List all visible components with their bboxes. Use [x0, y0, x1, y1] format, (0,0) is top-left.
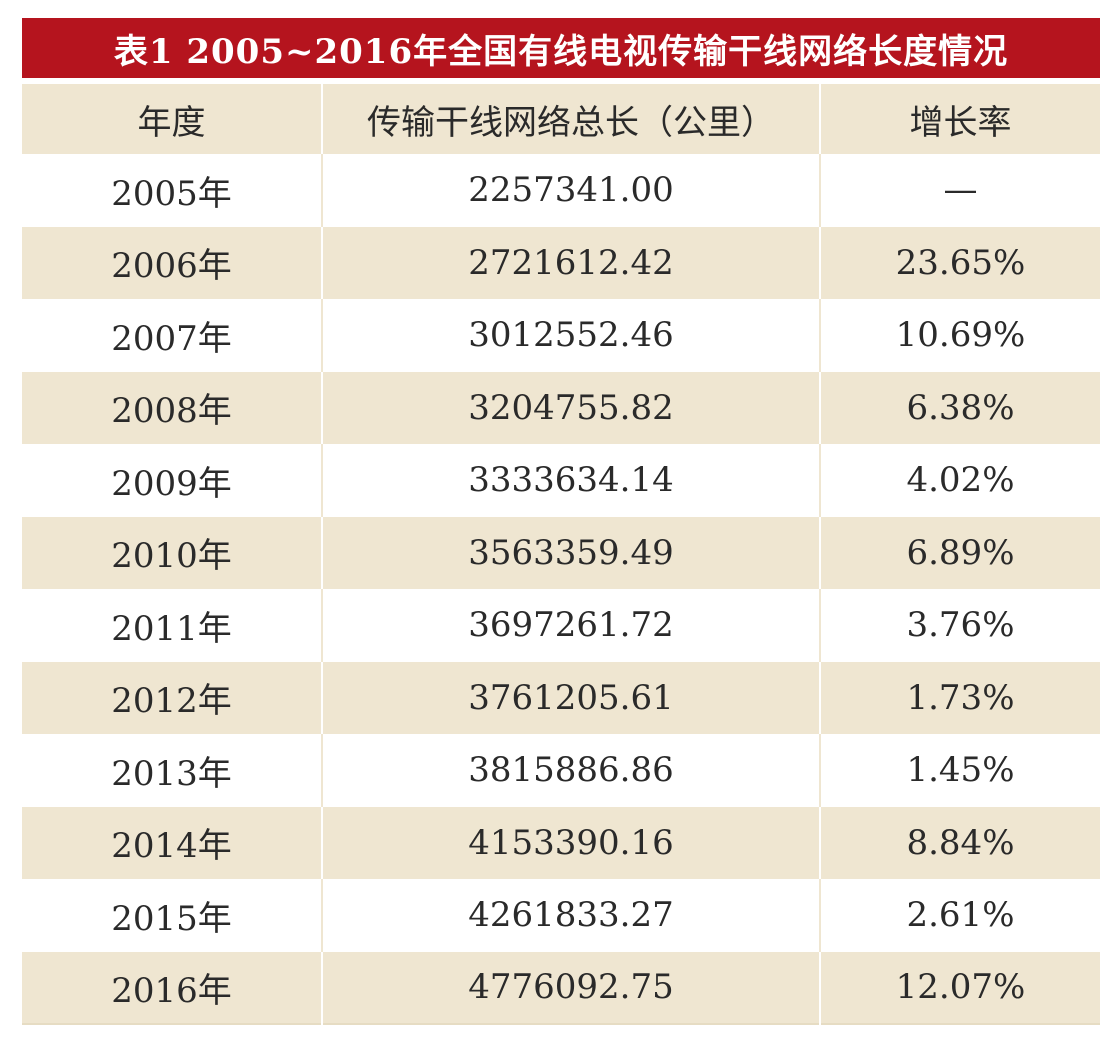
table-row: 2015年 4261833.27 2.61%	[22, 879, 1100, 952]
cell-total-length: 3761205.61	[322, 661, 821, 734]
cell-total-length: 4261833.27	[322, 879, 821, 952]
cell-total-length: 4153390.16	[322, 806, 821, 879]
table-body: 2005年 2257341.00—2006年 2721612.42 23.65% 200…	[22, 154, 1100, 1024]
table-row: 2014年 4153390.16 8.84%	[22, 806, 1100, 879]
cell-total-length: 3333634.14	[322, 444, 821, 517]
table-header: 年度 传输干线网络总长（公里） 增长率	[22, 84, 1100, 154]
table-title: 表1 2005~2016年全国有线电视传输干线网络长度情况	[22, 18, 1100, 78]
table-row: 2009年 3333634.14 4.02%	[22, 444, 1100, 517]
cell-year: 2005年	[22, 154, 323, 227]
cell-total-length: 4776092.75	[322, 951, 821, 1024]
table-row: 2008年 3204755.82 6.38%	[22, 371, 1100, 444]
cell-total-length: 3563359.49	[322, 516, 821, 589]
cell-growth-rate: 6.89%	[906, 532, 1015, 573]
header-growth-rate: 增长率	[909, 102, 1012, 143]
cell-year: 2014年	[22, 806, 323, 879]
cell-year: 2015年	[22, 879, 323, 952]
table-row: 2006年 2721612.42 23.65%	[22, 226, 1100, 299]
cell-total-length: 2257341.00	[322, 154, 821, 227]
cell-year: 2009年	[22, 444, 323, 517]
cell-total-length: 3815886.86	[322, 734, 821, 807]
table-row: 2007年 3012552.46 10.69%	[22, 299, 1100, 372]
table-row: 2012年 3761205.61 1.73%	[22, 661, 1100, 734]
cell-year: 2007年	[22, 299, 323, 372]
table-row: 2016年 4776092.75 12.07%	[22, 951, 1100, 1024]
table-row: 2013年 3815886.86 1.45%	[22, 734, 1100, 807]
cell-year: 2012年	[22, 661, 323, 734]
cell-growth-rate: 2.61%	[906, 895, 1015, 936]
table-container: 表1 2005~2016年全国有线电视传输干线网络长度情况 年度 传输干线网络总…	[22, 18, 1100, 1025]
cell-year: 2011年	[22, 589, 323, 662]
cell-year: 2006年	[22, 226, 323, 299]
cell-total-length: 3204755.82	[322, 371, 821, 444]
table-row: 2010年 3563359.49 6.89%	[22, 516, 1100, 589]
cell-year: 2010年	[22, 516, 323, 589]
cell-growth-rate: 3.76%	[906, 605, 1015, 646]
cell-total-length: 2721612.42	[322, 226, 821, 299]
cell-year: 2013年	[22, 734, 323, 807]
cell-total-length: 3012552.46	[322, 299, 821, 372]
header-year: 年度	[22, 84, 323, 154]
data-table: 年度 传输干线网络总长（公里） 增长率 2005年 2257341.00 — 2006…	[22, 84, 1100, 1025]
cell-growth-rate: 12.07%	[895, 967, 1026, 1008]
cell-growth-rate: 4.02%	[906, 460, 1015, 501]
cell-growth-rate: 1.73%	[906, 677, 1015, 718]
cell-growth-rate: 10.69%	[895, 315, 1026, 356]
cell-growth-rate: 6.38%	[906, 387, 1015, 428]
cell-growth-rate: 23.65%	[895, 242, 1026, 283]
table-row: 2005年 2257341.00 —	[22, 154, 1100, 227]
cell-year: 2016年	[22, 951, 323, 1024]
header-row: 年度 传输干线网络总长（公里） 增长率	[22, 84, 1100, 154]
header-total-length: 传输干线网络总长（公里）	[322, 84, 821, 154]
cell-total-length: 3697261.72	[322, 589, 821, 662]
cell-growth-rate: 8.84%	[906, 822, 1015, 863]
table-row: 2011年 3697261.72 3.76%	[22, 589, 1100, 662]
cell-year: 2008年	[22, 371, 323, 444]
cell-growth-rate: 1.45%	[906, 750, 1015, 791]
cell-growth-rate: —	[943, 170, 978, 211]
